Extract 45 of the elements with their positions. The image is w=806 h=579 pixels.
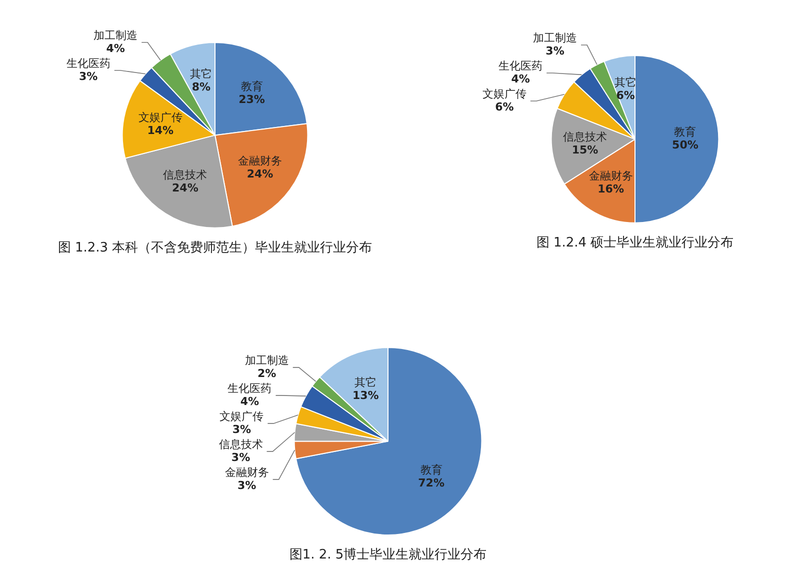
slice-label: 信息技术 [563, 130, 608, 144]
data-label: 3% [79, 70, 98, 83]
data-label: 72% [418, 476, 444, 490]
slice-label: 加工制造 [244, 354, 289, 367]
data-label: 15% [572, 143, 598, 156]
data-label: 3% [237, 478, 256, 492]
text: 图 1.2.4 硕士毕业生就业行业分布 [536, 236, 734, 251]
data-label: 4% [106, 42, 125, 55]
slice-label: 教育 [420, 463, 442, 476]
slice-label: 金融财务 [588, 170, 633, 183]
data-label: 8% [192, 80, 211, 94]
data-label: 4% [240, 394, 260, 408]
slice-label: 其它 [190, 68, 212, 81]
slice-label: 信息技术 [218, 438, 263, 451]
data-label: 2% [258, 366, 276, 380]
slice-label: 教育 [240, 80, 263, 93]
slice-label: 金融财务 [238, 154, 282, 168]
slice-label: 文娱广传 [482, 87, 526, 100]
slice-label: 教育 [674, 126, 696, 139]
data-label: 3% [232, 422, 252, 436]
data-label: 24% [246, 167, 274, 180]
slice-label: 其它 [614, 76, 637, 90]
data-label: 50% [672, 138, 698, 152]
slice-label: 信息技术 [163, 168, 208, 182]
data-label: 23% [238, 92, 265, 106]
data-label: 13% [352, 388, 379, 402]
data-label: 3% [546, 44, 564, 58]
data-label: 6% [616, 89, 635, 102]
data-label: 6% [495, 100, 514, 114]
data-label: 3% [231, 450, 250, 464]
slice-label: 生化医药 [228, 382, 272, 395]
text: 图1. 2. 5博士毕业生就业行业分布 [289, 548, 487, 563]
slice-label: 金融财务 [224, 466, 269, 479]
data-label: 14% [147, 124, 174, 138]
data-label: 16% [598, 182, 624, 196]
slice-label: 加工制造 [533, 31, 578, 44]
slice-label: 文娱广传 [220, 410, 264, 423]
data-label: 24% [172, 182, 198, 195]
slice-label: 加工制造 [94, 28, 138, 42]
text: 图 1.2.3 本科（不含免费师范生）毕业生就业行业分布 [58, 240, 372, 256]
data-label: 4% [511, 72, 530, 86]
slice-label: 文娱广传 [138, 111, 182, 124]
slice-label: 其它 [354, 376, 377, 389]
slice-label: 生化医药 [66, 56, 110, 70]
slice-label: 生化医药 [498, 59, 543, 72]
